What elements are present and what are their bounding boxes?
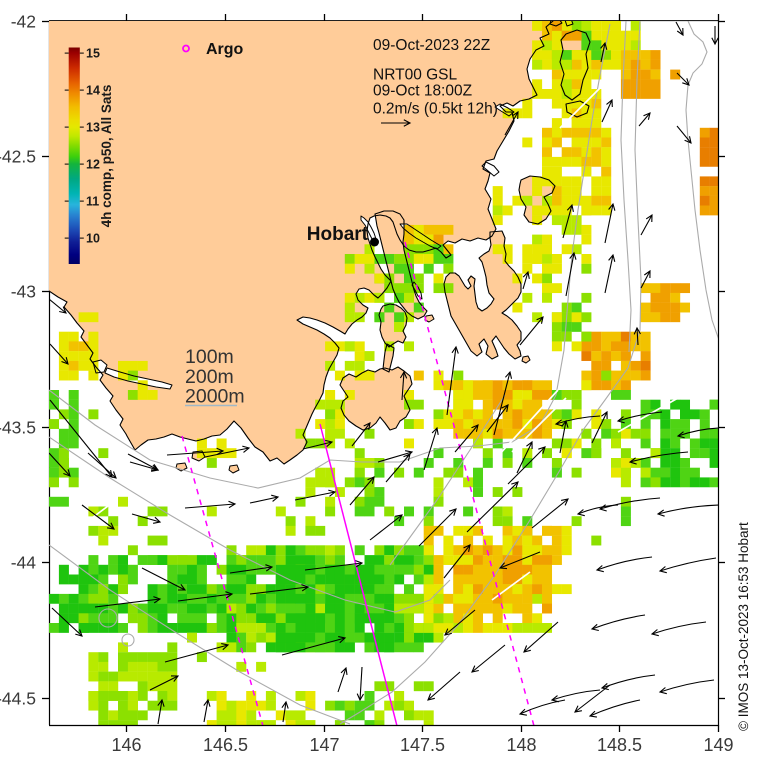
svg-text:146.5: 146.5 bbox=[203, 735, 248, 755]
svg-text:2000m: 2000m bbox=[185, 386, 245, 408]
svg-text:148: 148 bbox=[506, 735, 536, 755]
svg-text:-44: -44 bbox=[11, 553, 37, 573]
svg-text:4h comp, p50, All Sats: 4h comp, p50, All Sats bbox=[99, 85, 114, 228]
svg-text:Argo: Argo bbox=[206, 41, 244, 58]
svg-text:149: 149 bbox=[703, 735, 733, 755]
svg-text:10: 10 bbox=[86, 231, 100, 245]
svg-text:-43.5: -43.5 bbox=[0, 418, 36, 438]
svg-text:-44.5: -44.5 bbox=[0, 689, 36, 709]
svg-text:148.5: 148.5 bbox=[597, 735, 642, 755]
svg-text:12: 12 bbox=[86, 157, 100, 171]
svg-text:-42: -42 bbox=[11, 12, 36, 32]
svg-text:NRT00 GSL: NRT00 GSL bbox=[373, 67, 458, 84]
svg-text:-42.5: -42.5 bbox=[0, 147, 36, 167]
svg-text:09-Oct 18:00Z: 09-Oct 18:00Z bbox=[373, 83, 472, 100]
svg-text:Hobart: Hobart bbox=[307, 224, 369, 245]
svg-text:-43: -43 bbox=[11, 282, 36, 302]
svg-text:200m: 200m bbox=[185, 366, 234, 388]
svg-text:09-Oct-2023 22Z: 09-Oct-2023 22Z bbox=[373, 37, 490, 54]
svg-text:15: 15 bbox=[86, 46, 100, 60]
svg-text:147.5: 147.5 bbox=[400, 735, 445, 755]
svg-text:11: 11 bbox=[86, 194, 99, 208]
svg-text:13: 13 bbox=[86, 120, 100, 134]
svg-text:14: 14 bbox=[86, 83, 100, 97]
svg-text:0.2m/s (0.5kt 12h): 0.2m/s (0.5kt 12h) bbox=[373, 101, 498, 118]
svg-text:146: 146 bbox=[111, 735, 141, 755]
svg-text:147: 147 bbox=[309, 735, 339, 755]
svg-text:© IMOS 13-Oct-2023 16:53 Hobar: © IMOS 13-Oct-2023 16:53 Hobart bbox=[736, 522, 751, 731]
svg-text:100m: 100m bbox=[185, 346, 234, 368]
